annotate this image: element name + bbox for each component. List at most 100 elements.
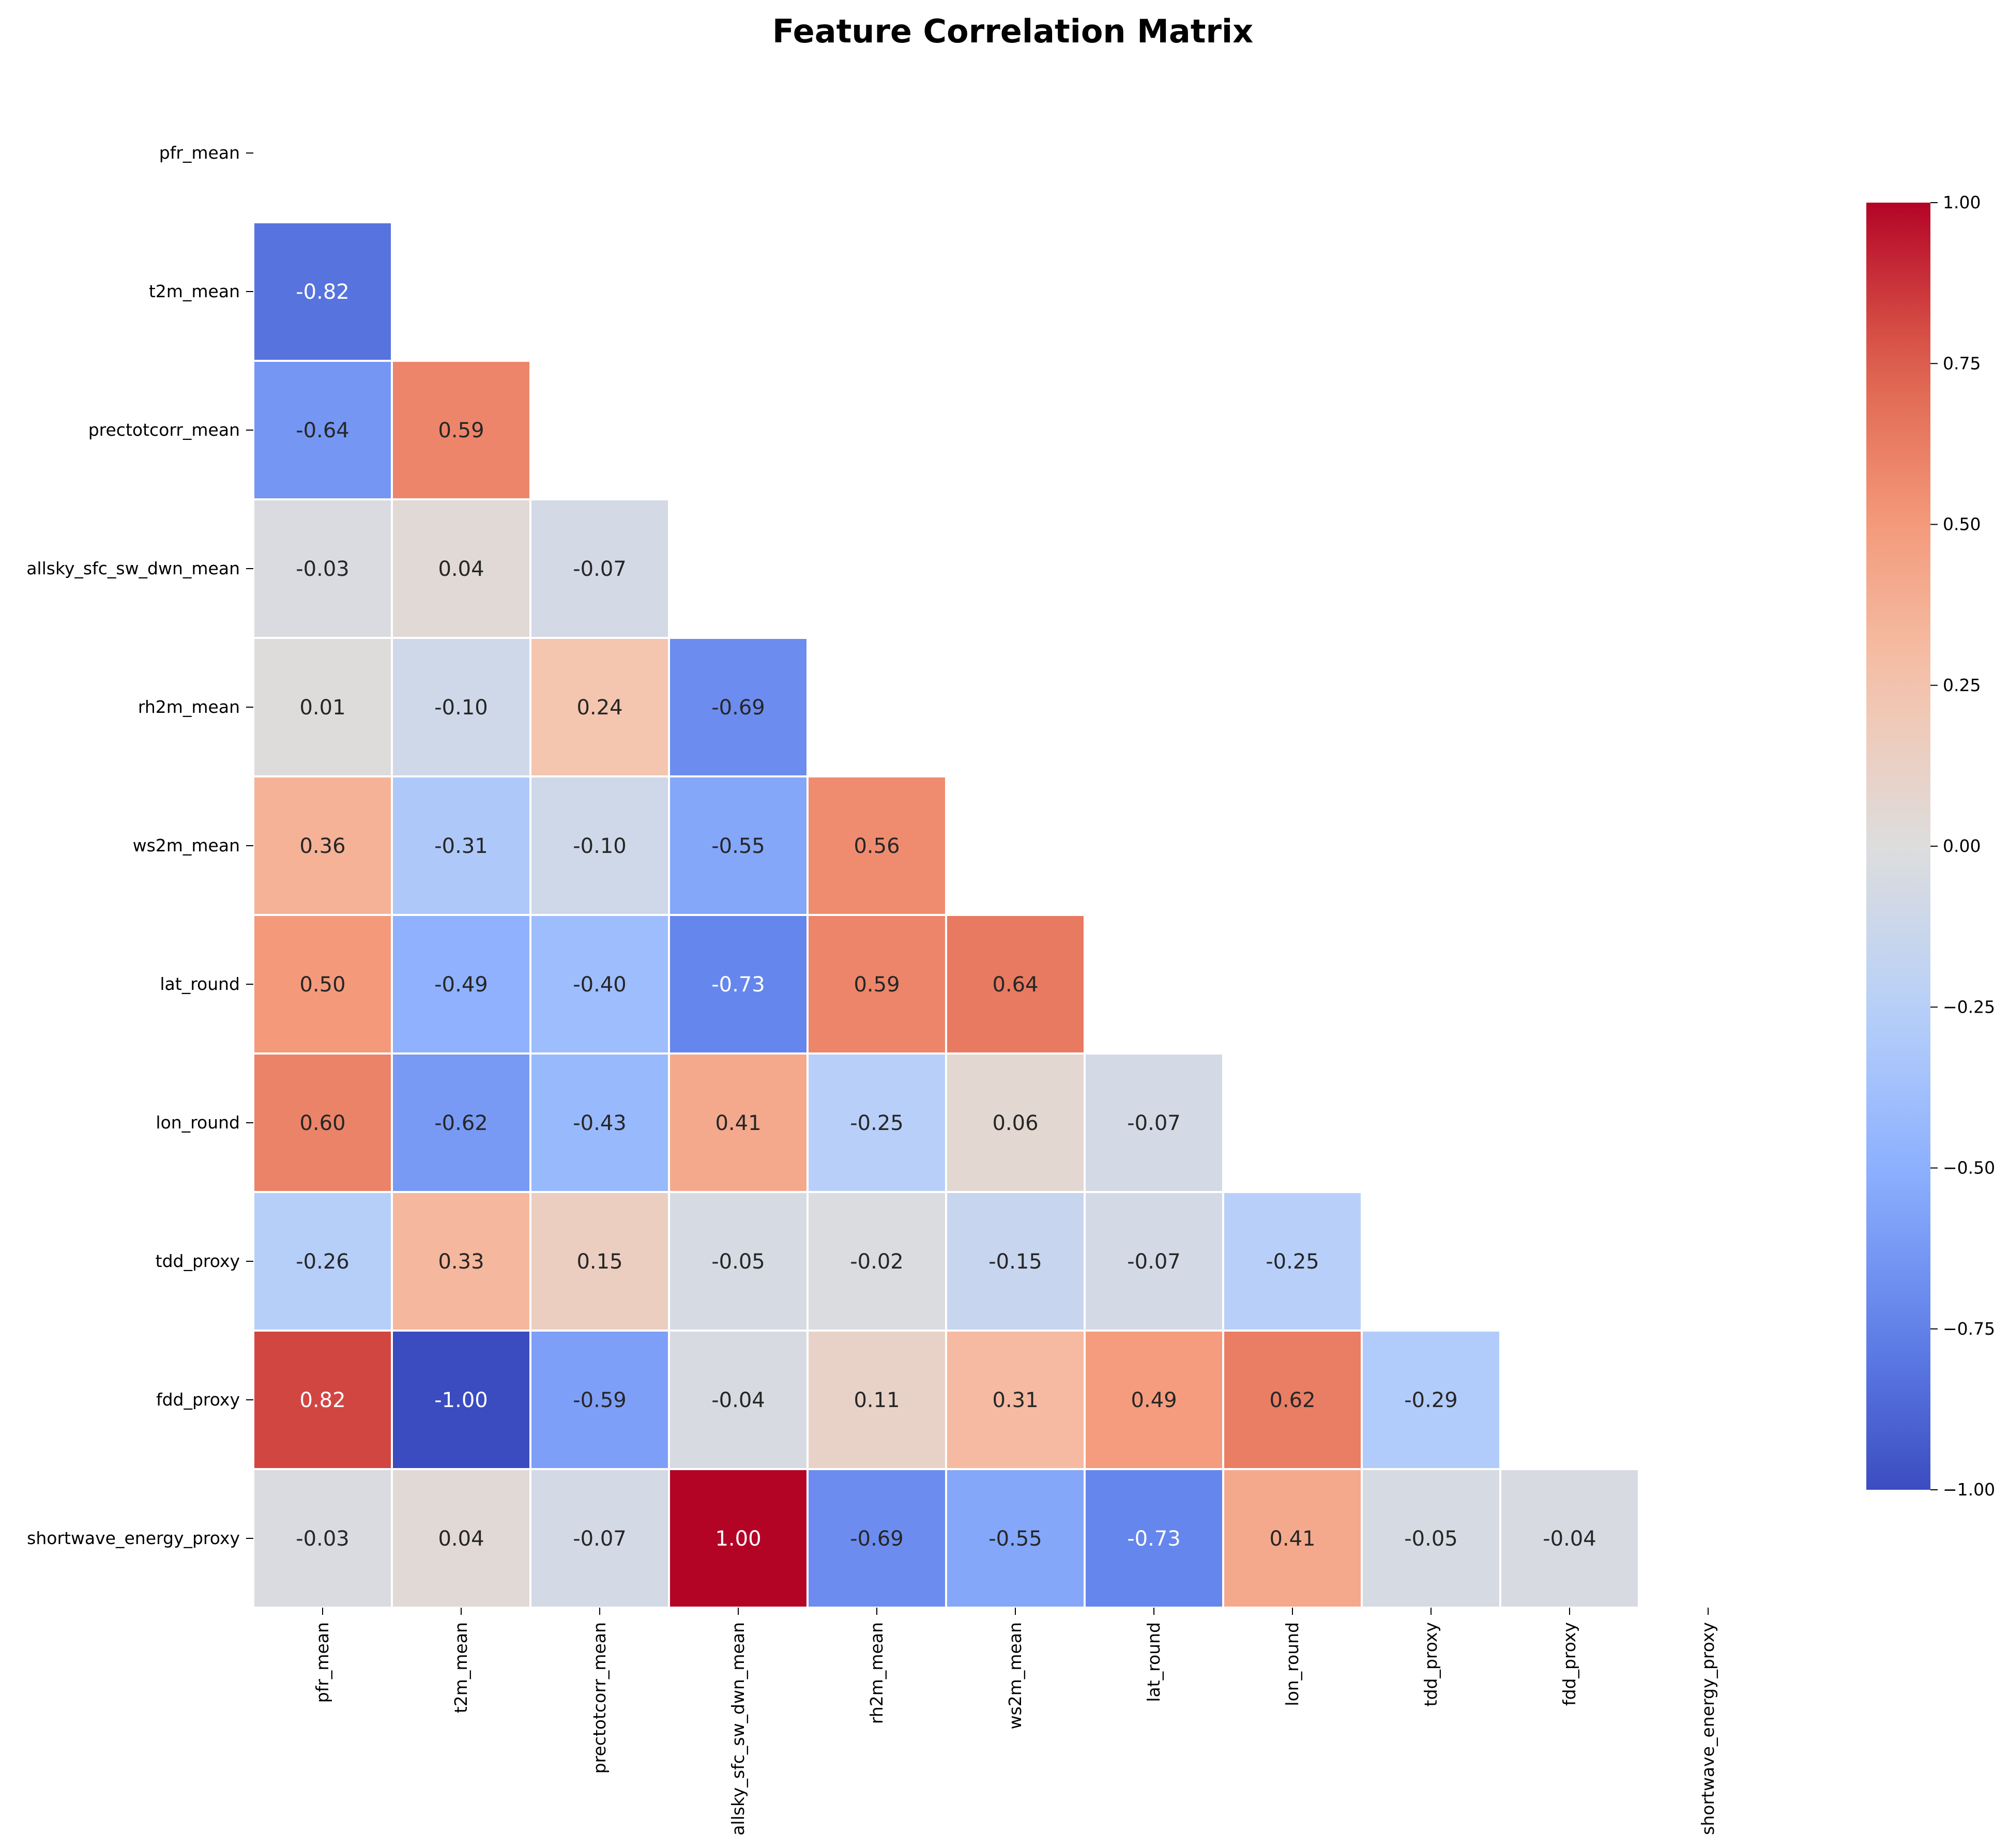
cell-value-label: -0.10 xyxy=(573,834,627,858)
cell-value-label: 0.49 xyxy=(1131,1388,1177,1412)
heatmap-cell-lon_round-pfr_mean xyxy=(254,1055,391,1191)
heatmap-cell-shortwave_energy_proxy-allsky_sfc_sw_dwn_mean xyxy=(670,1470,806,1607)
y-tick-label-tdd_proxy: tdd_proxy xyxy=(156,1251,240,1271)
heatmap-cell-fdd_proxy-tdd_proxy xyxy=(1363,1332,1499,1468)
colorbar-tick-label: 0.25 xyxy=(1943,675,1981,695)
heatmap-cell-rh2m_mean-t2m_mean xyxy=(393,639,529,775)
cell-value-label: 0.06 xyxy=(992,1111,1038,1135)
cell-value-label: 0.59 xyxy=(854,973,900,997)
x-tick-label-fdd_proxy: fdd_proxy xyxy=(1559,1622,1579,1706)
heatmap-cell-tdd_proxy-pfr_mean xyxy=(254,1193,391,1330)
colorbar-tick-label: −1.00 xyxy=(1943,1479,1995,1500)
cell-value-label: 0.59 xyxy=(438,419,484,442)
heatmap-cell-rh2m_mean-allsky_sfc_sw_dwn_mean xyxy=(670,639,806,775)
heatmap-cell-lon_round-allsky_sfc_sw_dwn_mean xyxy=(670,1055,806,1191)
cell-value-label: -0.15 xyxy=(988,1250,1042,1274)
cell-value-label: -0.26 xyxy=(296,1250,349,1274)
cell-value-label: 0.56 xyxy=(854,834,900,858)
heatmap-cell-lat_round-pfr_mean xyxy=(254,916,391,1052)
x-tick-label-pfr_mean: pfr_mean xyxy=(312,1622,332,1703)
heatmap-cell-allsky_sfc_sw_dwn_mean-t2m_mean xyxy=(393,500,529,637)
heatmap-cell-fdd_proxy-allsky_sfc_sw_dwn_mean xyxy=(670,1332,806,1468)
x-tick-label-ws2m_mean: ws2m_mean xyxy=(1005,1622,1025,1729)
cell-value-label: -0.49 xyxy=(434,973,488,997)
heatmap-cell-shortwave_energy_proxy-lon_round xyxy=(1224,1470,1361,1607)
cell-value-label: -0.10 xyxy=(434,696,488,720)
cell-value-label: -0.40 xyxy=(573,973,627,997)
cell-value-label: -0.04 xyxy=(711,1388,765,1412)
heatmap-cell-tdd_proxy-lat_round xyxy=(1086,1193,1222,1330)
heatmap-cell-rh2m_mean-prectotcorr_mean xyxy=(531,639,668,775)
x-tick-label-rh2m_mean: rh2m_mean xyxy=(866,1622,887,1724)
colorbar-tick-label: −0.50 xyxy=(1943,1158,1995,1178)
x-tick-label-tdd_proxy: tdd_proxy xyxy=(1421,1622,1441,1706)
cell-value-label: -0.64 xyxy=(296,419,349,442)
heatmap-cell-fdd_proxy-prectotcorr_mean xyxy=(531,1332,668,1468)
y-tick-label-fdd_proxy: fdd_proxy xyxy=(156,1389,240,1410)
heatmap-cell-shortwave_energy_proxy-rh2m_mean xyxy=(809,1470,945,1607)
y-tick-label-ws2m_mean: ws2m_mean xyxy=(133,835,240,856)
heatmap-cell-tdd_proxy-t2m_mean xyxy=(393,1193,529,1330)
heatmap-cell-tdd_proxy-allsky_sfc_sw_dwn_mean xyxy=(670,1193,806,1330)
cell-value-label: 0.11 xyxy=(854,1388,900,1412)
heatmap-cell-shortwave_energy_proxy-prectotcorr_mean xyxy=(531,1470,668,1607)
colorbar: 1.00 0.75 0.50 0.25 0.00 −0.25 −0.50 −0.75 −1.00 xyxy=(1866,192,1995,1500)
colorbar-tick-label: 0.75 xyxy=(1943,353,1981,373)
cell-value-label: -0.04 xyxy=(1543,1527,1596,1551)
cell-value-label: 0.41 xyxy=(1269,1527,1315,1551)
cell-value-label: -0.05 xyxy=(1404,1527,1458,1551)
heatmap-cell-shortwave_energy_proxy-t2m_mean xyxy=(393,1470,529,1607)
y-tick-label-lat_round: lat_round xyxy=(160,974,240,994)
heatmap-cell-lat_round-t2m_mean xyxy=(393,916,529,1052)
x-tick-label-prectotcorr_mean: prectotcorr_mean xyxy=(589,1622,610,1774)
cell-value-label: -0.73 xyxy=(711,973,765,997)
heatmap-cell-ws2m_mean-t2m_mean xyxy=(393,777,529,914)
cell-value-label: -0.59 xyxy=(573,1388,627,1412)
cell-value-label: 0.62 xyxy=(1269,1388,1315,1412)
heatmap-cell-ws2m_mean-pfr_mean xyxy=(254,777,391,914)
cell-value-label: 0.33 xyxy=(438,1250,484,1274)
cell-value-label: -0.43 xyxy=(573,1111,627,1135)
x-axis-ticks: pfr_mean t2m_mean prectotcorr_mean allsky_s… xyxy=(312,1608,1718,1836)
cell-value-label: 0.50 xyxy=(299,973,345,997)
y-tick-label-shortwave_energy_proxy: shortwave_energy_proxy xyxy=(27,1528,240,1548)
cell-value-label: 0.04 xyxy=(438,1527,484,1551)
cell-value-label: 0.31 xyxy=(992,1388,1038,1412)
heatmap-cell-lon_round-ws2m_mean xyxy=(947,1055,1084,1191)
heatmap-cell-lat_round-allsky_sfc_sw_dwn_mean xyxy=(670,916,806,1052)
heatmap-cell-t2m_mean-pfr_mean xyxy=(254,223,391,360)
heatmap-cell-shortwave_energy_proxy-fdd_proxy xyxy=(1501,1470,1638,1607)
cell-value-label: -0.07 xyxy=(573,557,627,581)
x-tick-label-allsky_sfc_sw_dwn_mean: allsky_sfc_sw_dwn_mean xyxy=(728,1622,748,1836)
cell-value-label: -0.07 xyxy=(1127,1250,1181,1274)
heatmap-cell-fdd_proxy-lon_round xyxy=(1224,1332,1361,1468)
colorbar-tick-label: 1.00 xyxy=(1943,192,1981,212)
heatmap-cell-shortwave_energy_proxy-lat_round xyxy=(1086,1470,1222,1607)
cell-value-label: 0.24 xyxy=(576,696,622,720)
cell-value-label: -0.07 xyxy=(1127,1111,1181,1135)
cell-value-label: -0.25 xyxy=(1266,1250,1319,1274)
heatmap-cell-labels: -0.82 -0.64 0.59 -0.03 0.04 -0.07 0.01 -0.10 0.2… xyxy=(296,280,1596,1551)
heatmap-cell-tdd_proxy-lon_round xyxy=(1224,1193,1361,1330)
y-tick-label-rh2m_mean: rh2m_mean xyxy=(138,697,240,717)
heatmap-cell-rh2m_mean-pfr_mean xyxy=(254,639,391,775)
heatmap-cell-fdd_proxy-ws2m_mean xyxy=(947,1332,1084,1468)
cell-value-label: 0.15 xyxy=(576,1250,622,1274)
cell-value-label: -0.07 xyxy=(573,1527,627,1551)
colorbar-tick-label: 0.00 xyxy=(1943,836,1981,856)
heatmap-cell-allsky_sfc_sw_dwn_mean-prectotcorr_mean xyxy=(531,500,668,637)
y-tick-label-allsky_sfc_sw_dwn_mean: allsky_sfc_sw_dwn_mean xyxy=(26,558,240,578)
y-tick-label-t2m_mean: t2m_mean xyxy=(149,281,240,301)
cell-value-label: 0.41 xyxy=(715,1111,761,1135)
heatmap-cell-lon_round-lat_round xyxy=(1086,1055,1222,1191)
x-tick-label-shortwave_energy_proxy: shortwave_energy_proxy xyxy=(1698,1622,1718,1835)
cell-value-label: -0.73 xyxy=(1127,1527,1181,1551)
heatmap-cell-shortwave_energy_proxy-tdd_proxy xyxy=(1363,1470,1499,1607)
x-tick-label-t2m_mean: t2m_mean xyxy=(451,1622,471,1713)
heatmap-cell-ws2m_mean-prectotcorr_mean xyxy=(531,777,668,914)
heatmap-cell-ws2m_mean-rh2m_mean xyxy=(809,777,945,914)
cell-value-label: 0.36 xyxy=(299,834,345,858)
cell-value-label: -0.03 xyxy=(296,1527,349,1551)
colorbar-tick-label: −0.25 xyxy=(1943,997,1995,1017)
y-tick-label-lon_round: lon_round xyxy=(156,1112,240,1133)
